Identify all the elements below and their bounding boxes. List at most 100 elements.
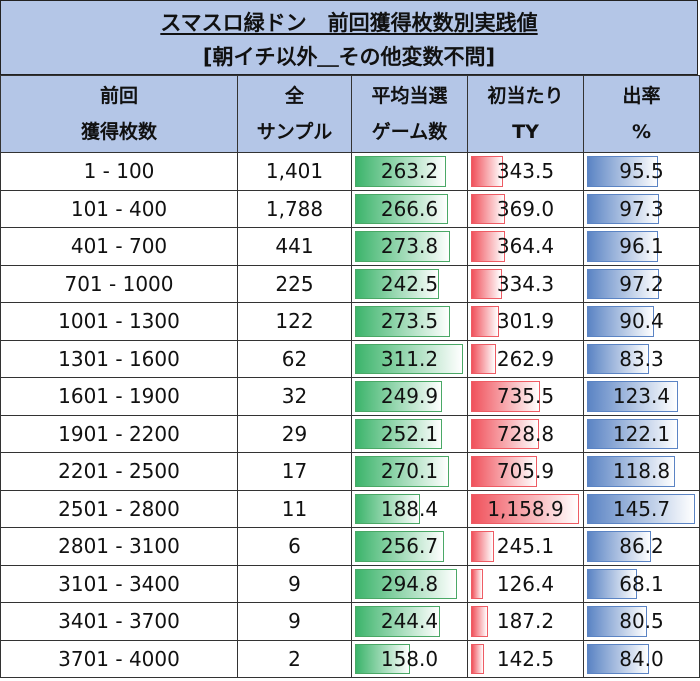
first-hit-ty-value: 343.5 bbox=[496, 159, 555, 184]
payout-rate-cell: 84.0 bbox=[583, 639, 700, 678]
average-games-bar bbox=[355, 156, 446, 187]
average-games-cell: 273.5 bbox=[351, 302, 468, 341]
payout-range-cell: 2501 - 2800 bbox=[0, 489, 238, 528]
header-sample-count: 全サンプル bbox=[237, 75, 352, 153]
payout-rate-value: 97.3 bbox=[619, 196, 664, 221]
header-payout-rate: 出率% bbox=[583, 75, 700, 153]
first-hit-ty-bar bbox=[471, 643, 484, 674]
payout-rate-cell: 97.3 bbox=[583, 189, 700, 228]
average-games-bar bbox=[355, 643, 410, 674]
payout-range-cell: 1301 - 1600 bbox=[0, 339, 238, 378]
first-hit-ty-cell: 1,158.9 bbox=[467, 489, 584, 528]
sample-count-cell: 9 bbox=[237, 564, 352, 603]
payout-range-cell: 701 - 1000 bbox=[0, 264, 238, 303]
header-previous-payout: 前回 獲得枚数 bbox=[0, 75, 238, 153]
average-games-cell: 188.4 bbox=[351, 489, 468, 528]
first-hit-ty-cell: 262.9 bbox=[467, 339, 584, 378]
table-row: 2801 - 3100 6 256.7 245.1 86.2 bbox=[0, 527, 700, 566]
payout-range-cell: 1601 - 1900 bbox=[0, 377, 238, 416]
payout-rate-bar bbox=[587, 343, 649, 374]
average-games-value: 294.8 bbox=[380, 571, 439, 596]
payout-range-cell: 2801 - 3100 bbox=[0, 527, 238, 566]
average-games-cell: 266.6 bbox=[351, 189, 468, 228]
payout-rate-value: 68.1 bbox=[619, 571, 664, 596]
average-games-cell: 273.8 bbox=[351, 227, 468, 266]
payout-rate-cell: 83.3 bbox=[583, 339, 700, 378]
payout-rate-value: 122.1 bbox=[612, 421, 671, 446]
payout-range-cell: 1 - 100 bbox=[0, 152, 238, 191]
average-games-cell: 252.1 bbox=[351, 414, 468, 453]
first-hit-ty-value: 369.0 bbox=[496, 196, 555, 221]
first-hit-ty-cell: 705.9 bbox=[467, 452, 584, 491]
first-hit-ty-value: 301.9 bbox=[496, 309, 555, 334]
payout-rate-value: 84.0 bbox=[619, 646, 664, 671]
table-row: 101 - 400 1,788 266.6 369.0 97.3 bbox=[0, 189, 700, 228]
payout-rate-cell: 86.2 bbox=[583, 527, 700, 566]
table-row: 2501 - 2800 11 188.4 1,158.9 145.7 bbox=[0, 489, 700, 528]
sample-count-cell: 11 bbox=[237, 489, 352, 528]
first-hit-ty-value: 245.1 bbox=[496, 534, 555, 559]
sample-count-cell: 225 bbox=[237, 264, 352, 303]
first-hit-ty-bar bbox=[471, 381, 540, 412]
table-row: 701 - 1000 225 242.5 334.3 97.2 bbox=[0, 264, 700, 303]
average-games-cell: 311.2 bbox=[351, 339, 468, 378]
first-hit-ty-bar bbox=[471, 268, 502, 299]
average-games-bar bbox=[355, 606, 440, 637]
sample-count-cell: 1,788 bbox=[237, 189, 352, 228]
payout-rate-value: 83.3 bbox=[619, 346, 664, 371]
payout-range-cell: 3401 - 3700 bbox=[0, 602, 238, 641]
average-games-bar bbox=[355, 268, 439, 299]
average-games-value: 188.4 bbox=[380, 496, 439, 521]
table-row: 3701 - 4000 2 158.0 142.5 84.0 bbox=[0, 639, 700, 678]
average-games-value: 270.1 bbox=[380, 459, 439, 484]
payout-rate-bar bbox=[587, 268, 659, 299]
payout-range-cell: 101 - 400 bbox=[0, 189, 238, 228]
payout-range-cell: 2201 - 2500 bbox=[0, 452, 238, 491]
table-title: スマスロ緑ドン 前回獲得枚数別実践値 bbox=[160, 11, 538, 35]
sample-count-cell: 62 bbox=[237, 339, 352, 378]
average-games-bar bbox=[355, 418, 442, 449]
sample-count-cell: 122 bbox=[237, 302, 352, 341]
average-games-cell: 256.7 bbox=[351, 527, 468, 566]
first-hit-ty-value: 142.5 bbox=[496, 646, 555, 671]
average-games-cell: 270.1 bbox=[351, 452, 468, 491]
table-row: 1901 - 2200 29 252.1 728.8 122.1 bbox=[0, 414, 700, 453]
table-row: 3101 - 3400 9 294.8 126.4 68.1 bbox=[0, 564, 700, 603]
payout-rate-bar bbox=[587, 418, 678, 449]
payout-rate-bar bbox=[587, 606, 647, 637]
first-hit-ty-bar bbox=[471, 231, 505, 262]
average-games-cell: 244.4 bbox=[351, 602, 468, 641]
payout-rate-bar bbox=[587, 156, 658, 187]
first-hit-ty-bar bbox=[471, 418, 539, 449]
header-row: 前回 獲得枚数 全サンプル 平均当選 ゲーム数 初当たり TY 出率% bbox=[0, 75, 700, 153]
average-games-bar bbox=[355, 306, 450, 337]
average-games-bar bbox=[355, 343, 463, 374]
payout-rate-value: 97.2 bbox=[619, 271, 664, 296]
table-row: 1 - 100 1,401 263.2 343.5 95.5 bbox=[0, 152, 700, 191]
payout-rate-cell: 95.5 bbox=[583, 152, 700, 191]
average-games-cell: 242.5 bbox=[351, 264, 468, 303]
first-hit-ty-bar bbox=[471, 493, 579, 524]
payout-range-cell: 401 - 700 bbox=[0, 227, 238, 266]
payout-rate-bar bbox=[587, 456, 675, 487]
average-games-value: 273.5 bbox=[380, 309, 439, 334]
payout-rate-cell: 96.1 bbox=[583, 227, 700, 266]
payout-rate-value: 123.4 bbox=[612, 384, 671, 409]
results-table: 前回 獲得枚数 全サンプル 平均当選 ゲーム数 初当たり TY 出率% 1 - 100… bbox=[0, 75, 700, 678]
average-games-bar bbox=[355, 381, 442, 412]
payout-rate-cell: 118.8 bbox=[583, 452, 700, 491]
average-games-value: 158.0 bbox=[380, 646, 439, 671]
average-games-value: 244.4 bbox=[380, 609, 439, 634]
average-games-value: 311.2 bbox=[380, 346, 439, 371]
first-hit-ty-value: 735.5 bbox=[496, 384, 555, 409]
first-hit-ty-cell: 142.5 bbox=[467, 639, 584, 678]
sample-count-cell: 2 bbox=[237, 639, 352, 678]
first-hit-ty-value: 126.4 bbox=[496, 571, 555, 596]
payout-rate-cell: 68.1 bbox=[583, 564, 700, 603]
sample-count-cell: 1,401 bbox=[237, 152, 352, 191]
average-games-value: 249.9 bbox=[380, 384, 439, 409]
average-games-bar bbox=[355, 231, 450, 262]
first-hit-ty-cell: 735.5 bbox=[467, 377, 584, 416]
table-row: 1301 - 1600 62 311.2 262.9 83.3 bbox=[0, 339, 700, 378]
first-hit-ty-cell: 364.4 bbox=[467, 227, 584, 266]
